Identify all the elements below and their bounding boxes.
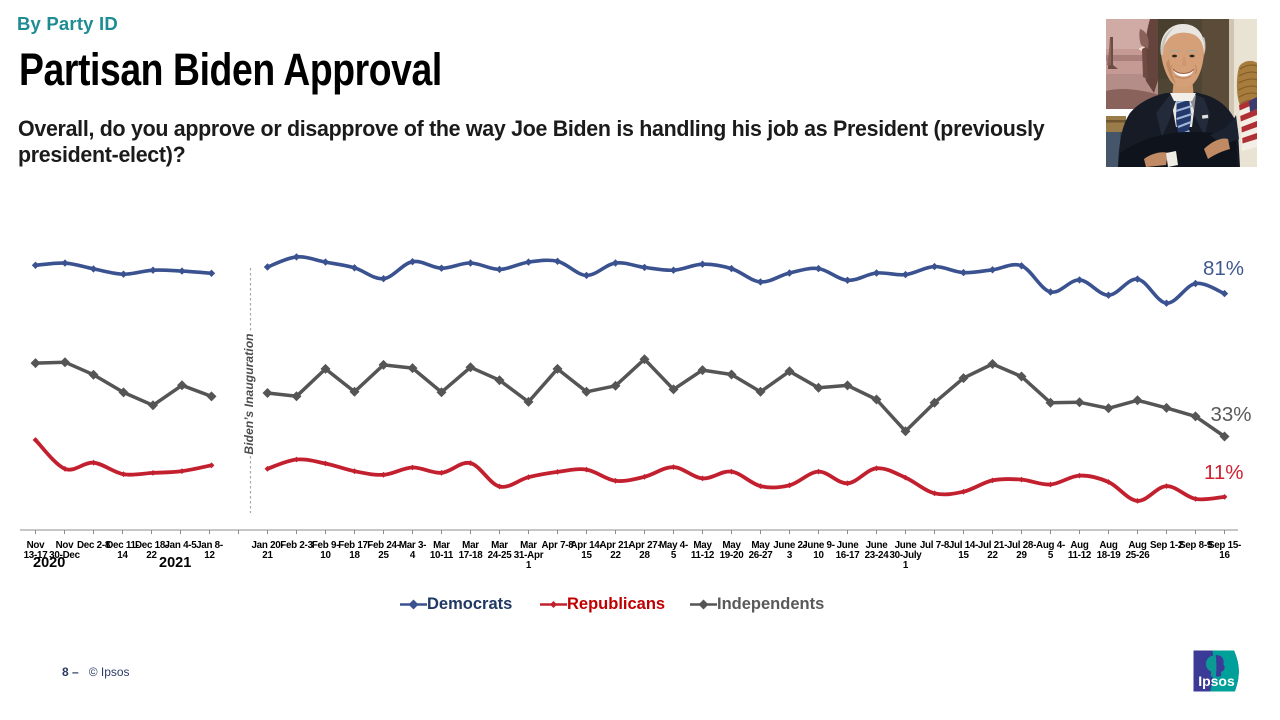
svg-text:Ipsos: Ipsos [1198, 673, 1235, 689]
